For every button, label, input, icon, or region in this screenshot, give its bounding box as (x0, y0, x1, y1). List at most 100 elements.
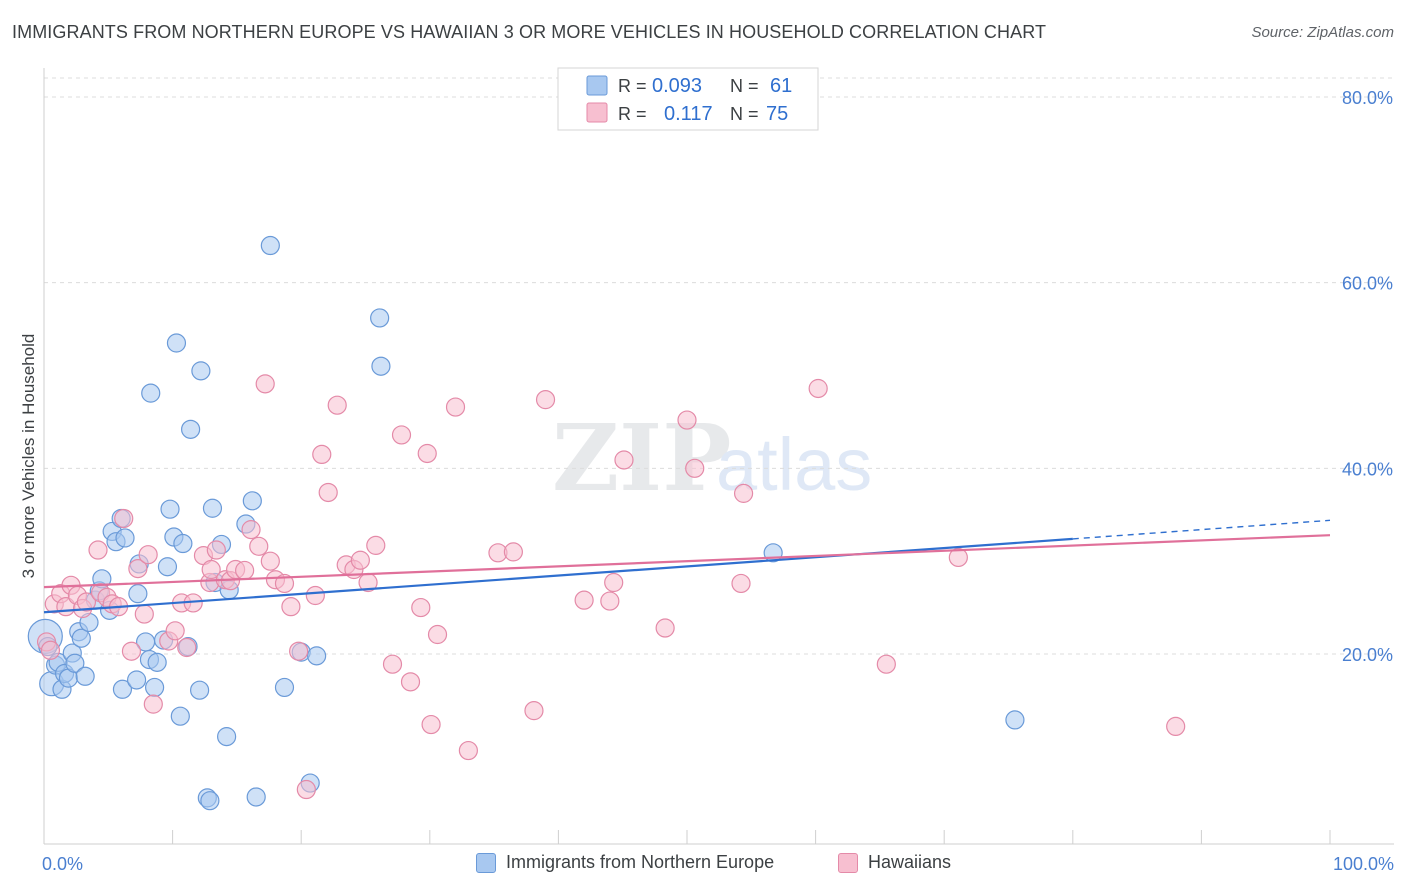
immigrants-point (160, 499, 180, 519)
hawaiians-point (305, 585, 325, 606)
hawaiians-point (421, 714, 441, 735)
hawaiians-point (255, 374, 275, 394)
hawaiians-point (391, 425, 412, 445)
immigrants-point (126, 670, 147, 690)
hawaiians-point (134, 604, 154, 624)
watermark-zip: ZIP (552, 404, 731, 512)
hawaiians-point (114, 508, 134, 529)
immigrants-point (200, 791, 220, 811)
y-tick-label: 60.0% (1342, 274, 1393, 294)
legend-pink-r-value: 0.117 (664, 103, 713, 125)
y-axis-label: 3 or more Vehicles in Household (19, 334, 38, 579)
immigrants-point (166, 333, 187, 353)
legend-pink-swatch (586, 102, 608, 123)
immigrants-point (260, 235, 280, 256)
trend-line-hawaiians (43, 534, 1331, 589)
trend-line-immigrants (43, 537, 1073, 614)
immigrants-point (242, 491, 262, 511)
hawaiians-point (733, 483, 754, 503)
immigrants-point (128, 584, 148, 604)
legend-blue-r-value: 0.093 (652, 75, 702, 97)
x-axis-ticks (43, 830, 1331, 844)
watermark: ZIP atlas (552, 404, 872, 512)
legend-blue-n-label: N = (730, 76, 759, 96)
hawaiians-point (143, 694, 163, 714)
hawaiians-point (417, 443, 437, 464)
trend-lines (43, 519, 1331, 614)
hawaiians-point (382, 654, 403, 674)
immigrants-point (190, 680, 210, 700)
immigrants-point (202, 498, 223, 518)
source-credit: Source: ZipAtlas.com (1251, 24, 1394, 41)
hawaiians-point (574, 590, 594, 610)
chart-title: IMMIGRANTS FROM NORTHERN EUROPE VS HAWAI… (12, 22, 1047, 42)
hawaiians-point (876, 654, 896, 674)
immigrants-point (144, 677, 165, 698)
immigrants-point (75, 666, 95, 686)
hawaiians-point (274, 573, 295, 594)
legend-item-hawaiians: Hawaiians (838, 852, 951, 873)
legend-swatch-blue (476, 852, 496, 873)
hawaiians-point (411, 597, 431, 618)
legend-blue-n-value: 61 (770, 75, 792, 97)
hawaiians-point (249, 536, 269, 556)
series-immigrants-points (27, 235, 1025, 811)
immigrants-point (370, 308, 390, 328)
immigrants-point (274, 677, 295, 698)
hawaiians-point (677, 410, 697, 430)
hawaiians-point (177, 637, 197, 658)
immigrants-point (181, 419, 201, 439)
legend-label-immigrants: Immigrants from Northern Europe (506, 852, 775, 872)
legend-item-immigrants: Immigrants from Northern Europe (476, 852, 774, 873)
hawaiians-point (241, 520, 261, 540)
hawaiians-point (445, 397, 466, 417)
hawaiians-point (40, 640, 61, 660)
immigrants-point (217, 727, 237, 747)
hawaiians-point (604, 572, 624, 593)
immigrants-point (307, 646, 327, 666)
hawaiians-point (600, 591, 620, 611)
legend-top: R = 0.093 N = 61 R = 0.117 N = 75 (557, 67, 819, 131)
immigrants-point (115, 528, 135, 548)
hawaiians-point (318, 482, 338, 503)
hawaiians-point (614, 450, 634, 470)
immigrants-point (141, 383, 161, 403)
hawaiians-point (138, 545, 158, 565)
hawaiians-point (289, 641, 309, 661)
x-tick-label-min: 0.0% (42, 854, 83, 874)
hawaiians-point (206, 540, 226, 560)
hawaiians-point (165, 621, 185, 641)
legend-blue-swatch (586, 75, 608, 96)
trend-line-immigrants-extension (1072, 519, 1331, 540)
y-tick-label: 40.0% (1342, 459, 1393, 479)
immigrants-point (71, 628, 91, 648)
hawaiians-point (503, 542, 523, 562)
immigrants-point (191, 361, 211, 381)
legend-swatch-pink (838, 852, 858, 873)
immigrants-point (65, 653, 85, 673)
hawaiians-point (655, 618, 675, 638)
hawaiians-point (458, 740, 478, 761)
hawaiians-point (1166, 716, 1186, 737)
immigrants-point (246, 787, 266, 807)
y-tick-label: 80.0% (1342, 88, 1393, 108)
hawaiians-point (731, 573, 751, 594)
y-tick-label: 20.0% (1342, 645, 1393, 665)
hawaiians-point (128, 558, 148, 579)
hawaiians-point (312, 444, 332, 465)
immigrants-point (170, 706, 190, 726)
legend-bottom: Immigrants from Northern Europe Hawaiian… (0, 852, 1406, 878)
y-axis-tick-labels: 20.0% 40.0% 60.0% 80.0% (1342, 88, 1393, 665)
legend-pink-r-label: R = (618, 104, 647, 124)
legend-pink-n-value: 75 (766, 103, 788, 125)
hawaiians-point (948, 547, 968, 568)
immigrants-point (1005, 710, 1025, 730)
hawaiians-point (685, 458, 705, 478)
hawaiians-point (350, 550, 370, 570)
x-tick-label-max: 100.0% (1333, 854, 1394, 874)
hawaiians-point (296, 779, 316, 800)
immigrants-point (371, 356, 391, 376)
series-hawaiians-points (36, 374, 1186, 800)
hawaiians-point (808, 378, 828, 399)
